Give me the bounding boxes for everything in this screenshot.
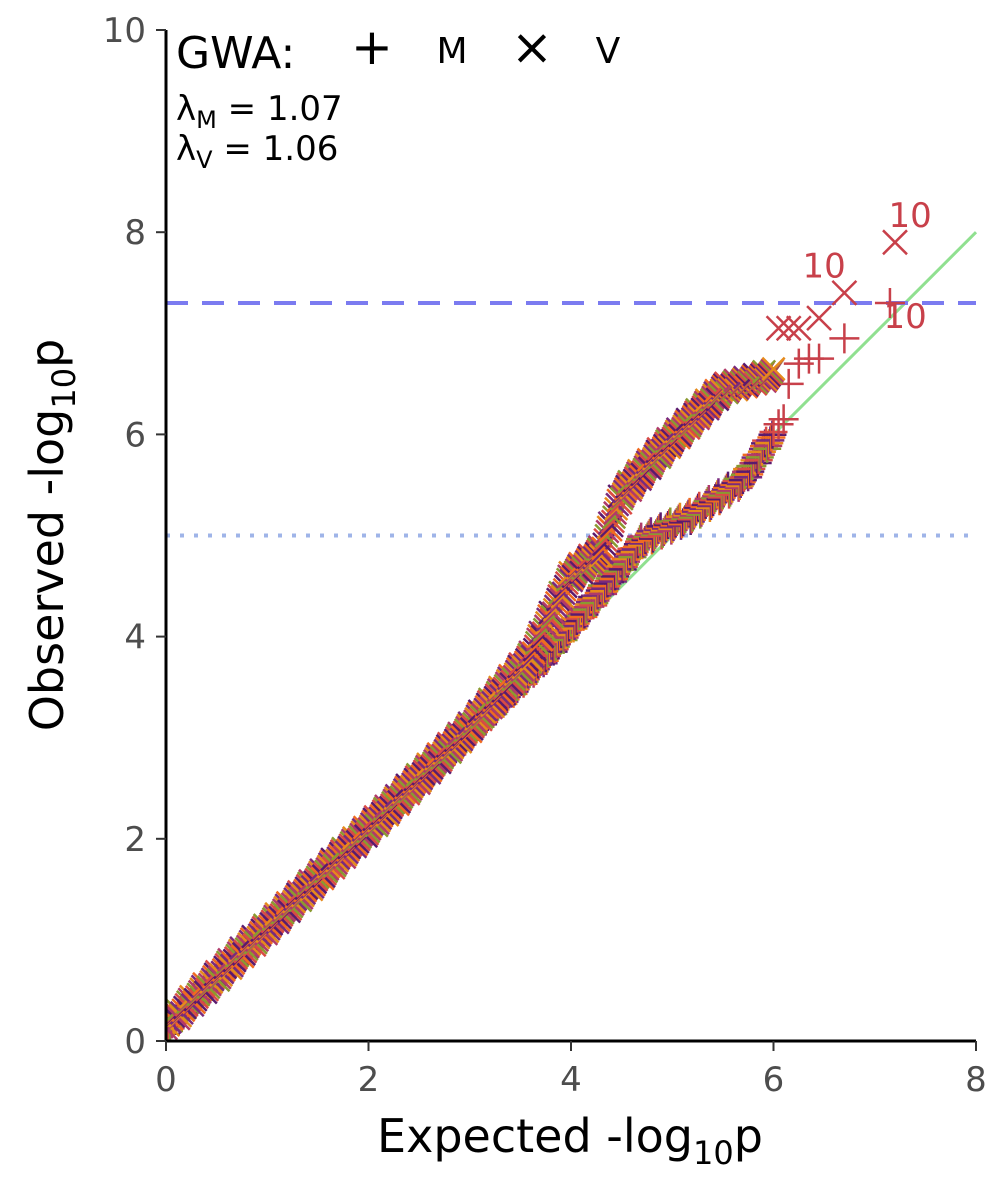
legend-label-v: V (596, 31, 621, 72)
m-top-hit-point (874, 287, 905, 318)
v-top-hit-point (785, 315, 812, 342)
point-labels: 10 10 10 (802, 196, 931, 337)
legend-cross-icon: × (511, 18, 553, 76)
v-top-hit-point (765, 315, 792, 342)
m-top-hit-point (829, 323, 860, 354)
x-tick-label: 8 (965, 1060, 987, 1100)
x-axis-title: Expected -log10p (377, 1109, 763, 1172)
legend-plus-icon: + (351, 18, 393, 76)
y-tick-label: 4 (124, 618, 146, 658)
v-series-point (761, 356, 786, 381)
v-top-hit-point (831, 279, 858, 306)
y-tick-label: 2 (124, 820, 146, 860)
axis-ticks: 0 2 4 6 8 0 2 4 6 8 10 (103, 11, 987, 1100)
m-top-hit-point (763, 409, 794, 440)
x-tick-label: 0 (155, 1060, 177, 1100)
data-points (166, 229, 908, 1042)
x-tick-label: 2 (358, 1060, 380, 1100)
lambda-v: λV = 1.06 (176, 129, 338, 174)
x-tick-label: 6 (763, 1060, 785, 1100)
chromosome-label: 10 (889, 196, 932, 236)
y-tick-label: 10 (103, 11, 146, 51)
v-top-hit-point (882, 229, 908, 256)
chromosome-label: 10 (883, 297, 926, 337)
x-tick-label: 4 (560, 1060, 582, 1100)
legend-title: GWA: (176, 28, 295, 79)
y-axis-title: Observed -log10p (20, 339, 83, 732)
y-tick-label: 8 (124, 213, 146, 253)
legend-label-m: M (436, 31, 467, 72)
v-top-hit-point (806, 305, 832, 332)
y-tick-label: 6 (124, 415, 146, 455)
v-top-hit-point (775, 315, 802, 342)
y-tick-label: 0 (124, 1022, 146, 1062)
legend: GWA: + M × V (176, 18, 621, 79)
chromosome-label: 10 (802, 247, 845, 287)
m-top-hit-point (768, 404, 799, 435)
lambda-m: λM = 1.07 (176, 89, 343, 134)
m-top-hit-point (804, 343, 835, 374)
